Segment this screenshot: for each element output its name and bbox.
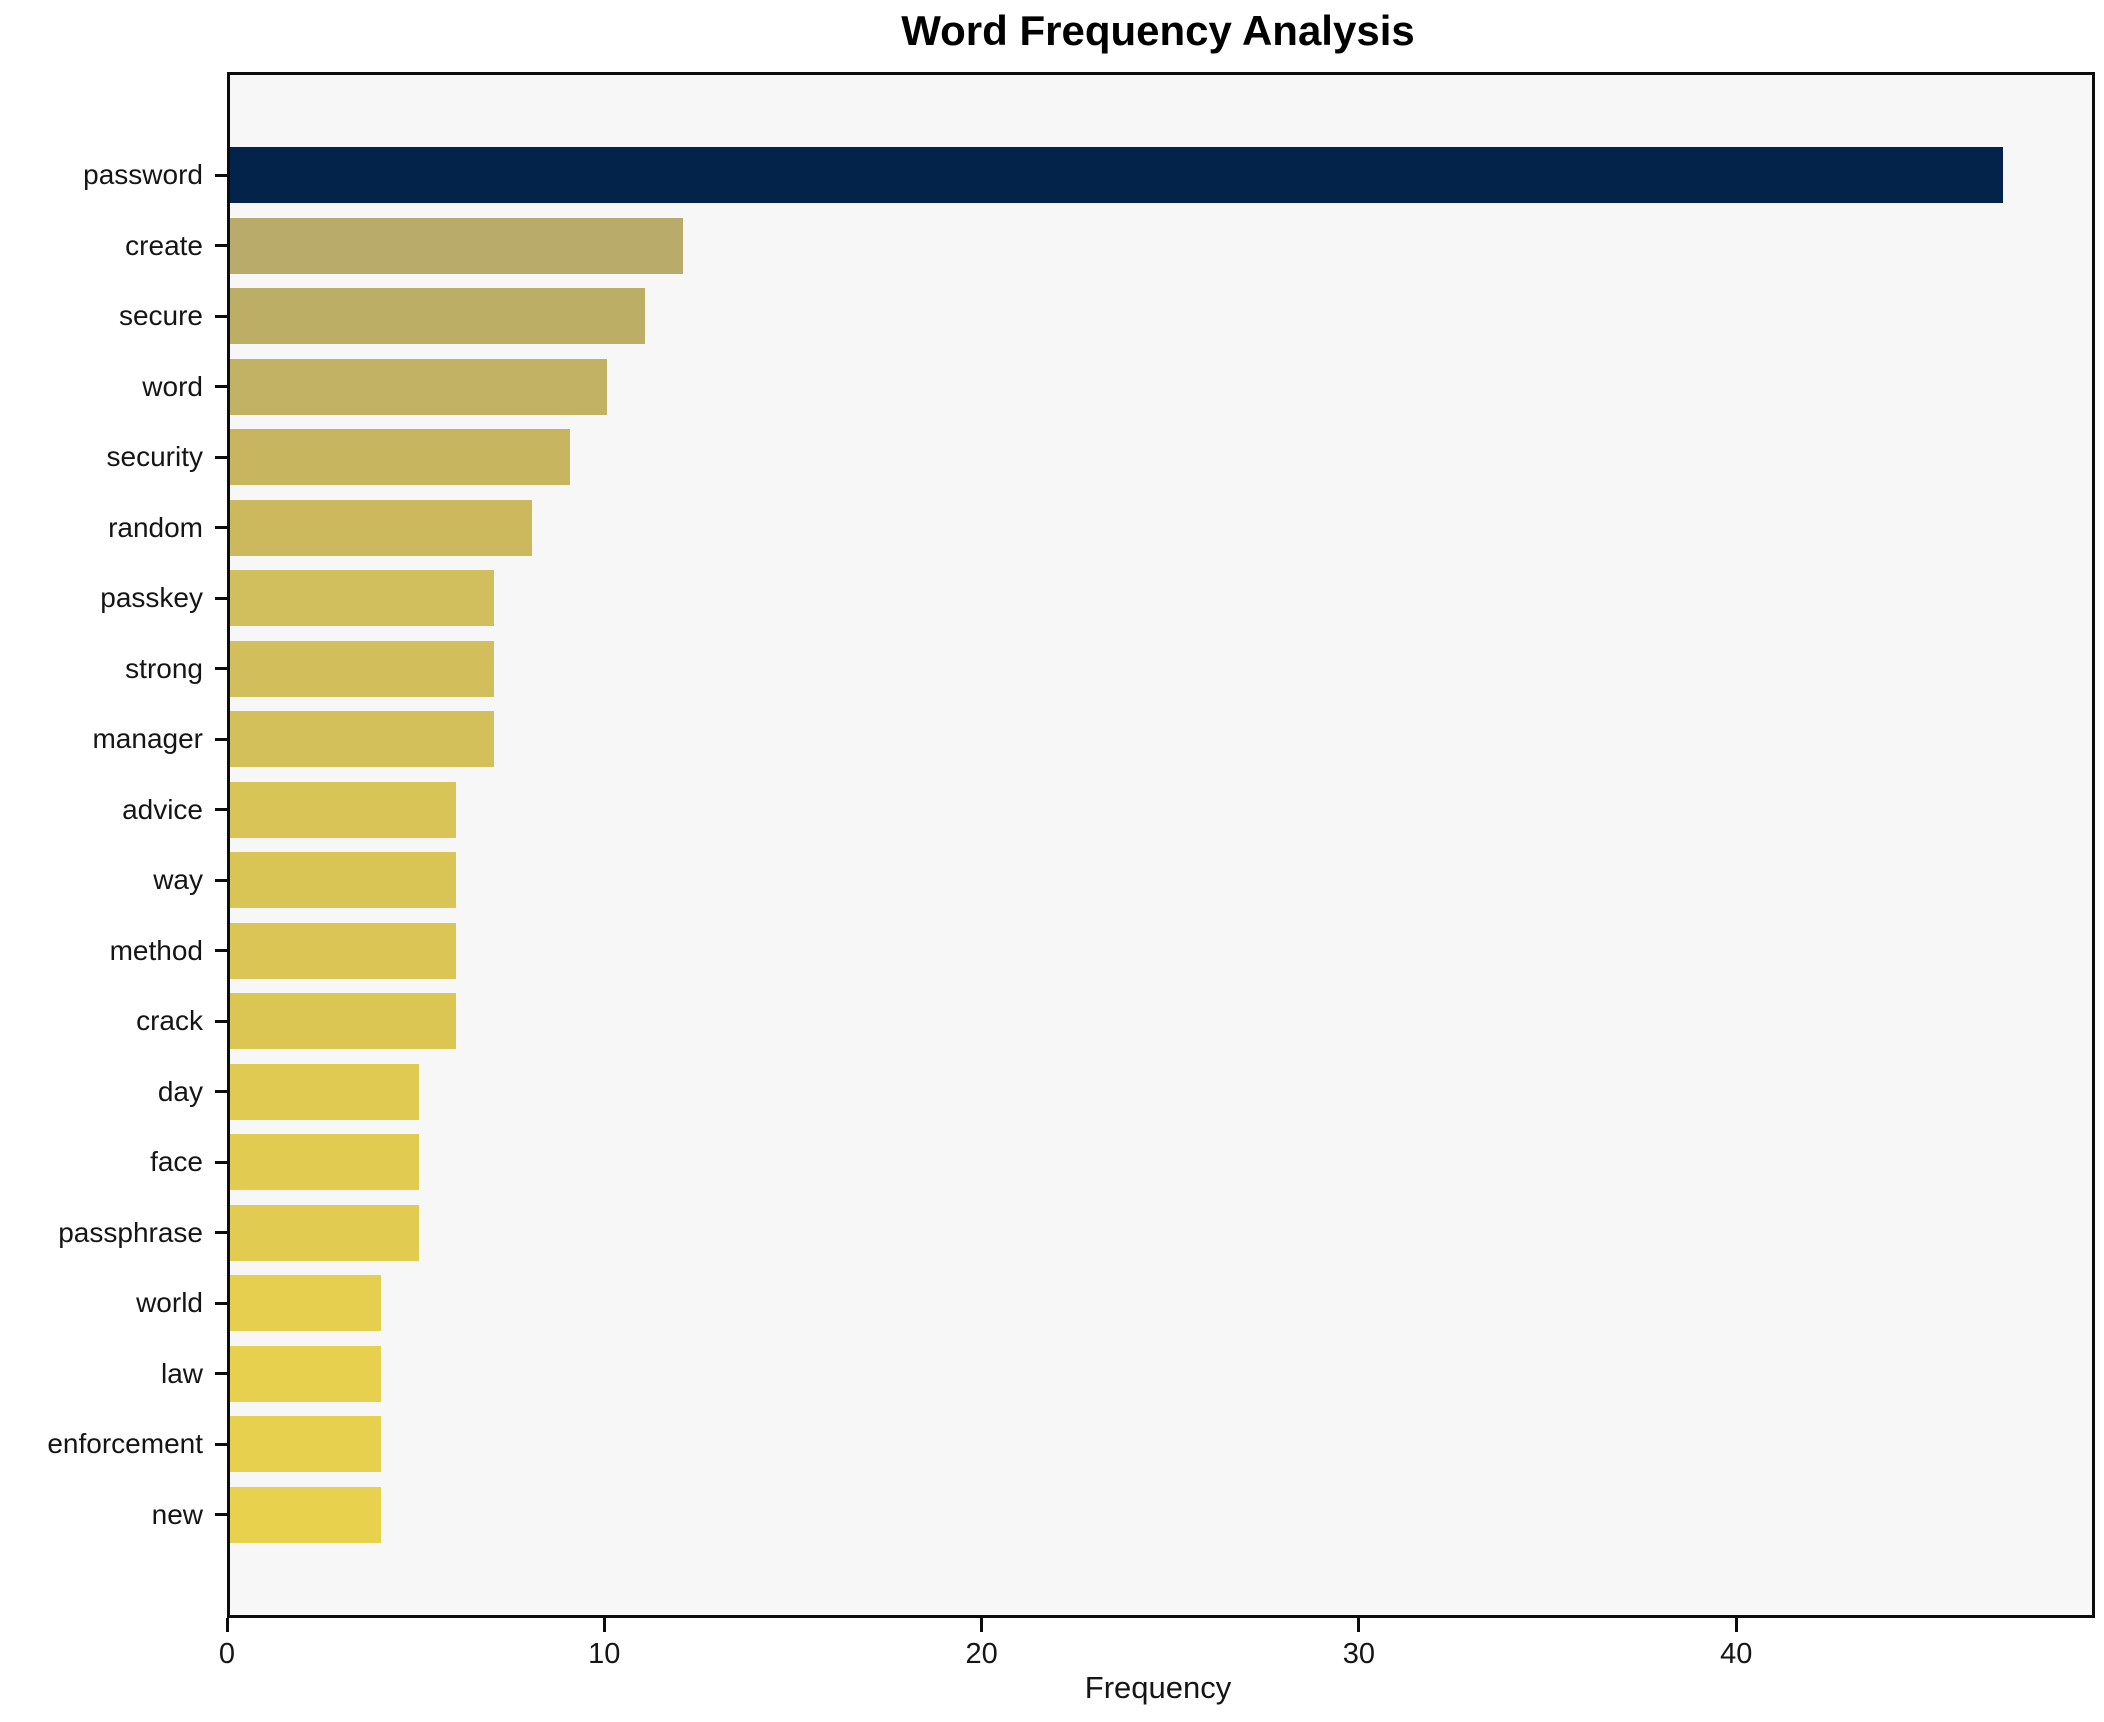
y-tick-mark <box>215 1160 227 1164</box>
x-axis-title: Frequency <box>1084 1670 1232 1705</box>
y-tick-label: create <box>125 229 203 261</box>
y-tick-mark <box>215 173 227 177</box>
y-tick-label: world <box>136 1287 203 1319</box>
y-tick-mark <box>215 949 227 953</box>
y-tick-label: random <box>108 511 203 543</box>
y-tick-label: manager <box>92 723 203 755</box>
y-tick-mark <box>215 737 227 741</box>
bar-law <box>230 1345 381 1402</box>
y-tick-label: security <box>106 441 203 473</box>
bar-passphrase <box>230 1204 419 1261</box>
bar-method <box>230 922 457 979</box>
y-tick-label: enforcement <box>47 1428 203 1460</box>
y-tick-mark <box>215 1090 227 1094</box>
y-tick-mark <box>215 667 227 671</box>
y-tick-label: passphrase <box>58 1216 203 1248</box>
y-tick-mark <box>215 244 227 248</box>
x-tick-label: 20 <box>965 1638 998 1670</box>
bar-password <box>230 147 2004 204</box>
y-tick-mark <box>215 1301 227 1305</box>
y-tick-mark <box>215 1019 227 1023</box>
y-tick-label: new <box>151 1498 203 1530</box>
x-tick-label: 30 <box>1342 1638 1376 1670</box>
x-tick-mark <box>225 1618 229 1632</box>
bar-world <box>230 1275 381 1332</box>
bar-random <box>230 499 532 556</box>
bar-create <box>230 217 683 274</box>
y-tick-mark <box>215 1442 227 1446</box>
bar-strong <box>230 640 495 697</box>
bar-advice <box>230 781 457 838</box>
x-tick-label: 40 <box>1720 1638 1753 1670</box>
bar-day <box>230 1063 419 1120</box>
y-tick-label: crack <box>136 1005 203 1037</box>
y-tick-label: strong <box>125 652 203 684</box>
y-tick-label: method <box>109 934 203 966</box>
bar-face <box>230 1134 419 1191</box>
x-tick-label: 10 <box>588 1638 621 1670</box>
bar-crack <box>230 993 457 1050</box>
y-tick-mark <box>215 1372 227 1376</box>
x-tick-mark <box>980 1618 984 1632</box>
x-tick-label: 0 <box>218 1638 236 1670</box>
x-tick-mark <box>1734 1618 1738 1632</box>
y-tick-label: advice <box>122 793 203 825</box>
y-tick-mark <box>215 385 227 389</box>
y-tick-label: word <box>142 370 203 402</box>
chart-title: Word Frequency Analysis <box>901 7 1415 54</box>
bar-word <box>230 358 608 415</box>
y-tick-mark <box>215 455 227 459</box>
x-tick-mark <box>602 1618 606 1632</box>
y-tick-label: day <box>157 1075 203 1107</box>
bar-enforcement <box>230 1416 381 1473</box>
y-tick-label: password <box>83 159 203 191</box>
y-tick-label: way <box>153 864 203 896</box>
y-tick-mark <box>215 596 227 600</box>
y-tick-label: face <box>150 1146 203 1178</box>
y-tick-label: law <box>160 1357 203 1389</box>
y-tick-mark <box>215 1513 227 1517</box>
bar-security <box>230 429 570 486</box>
y-tick-label: secure <box>118 300 203 332</box>
y-tick-mark <box>215 314 227 318</box>
bar-passkey <box>230 570 495 627</box>
y-tick-label: passkey <box>100 582 203 614</box>
bar-way <box>230 852 457 909</box>
plot-area <box>227 72 2095 1618</box>
y-tick-mark <box>215 878 227 882</box>
x-tick-mark <box>1357 1618 1361 1632</box>
bar-secure <box>230 288 646 345</box>
bar-new <box>230 1486 381 1543</box>
y-tick-mark <box>215 808 227 812</box>
bar-manager <box>230 711 495 768</box>
y-tick-mark <box>215 1231 227 1235</box>
y-tick-mark <box>215 526 227 530</box>
